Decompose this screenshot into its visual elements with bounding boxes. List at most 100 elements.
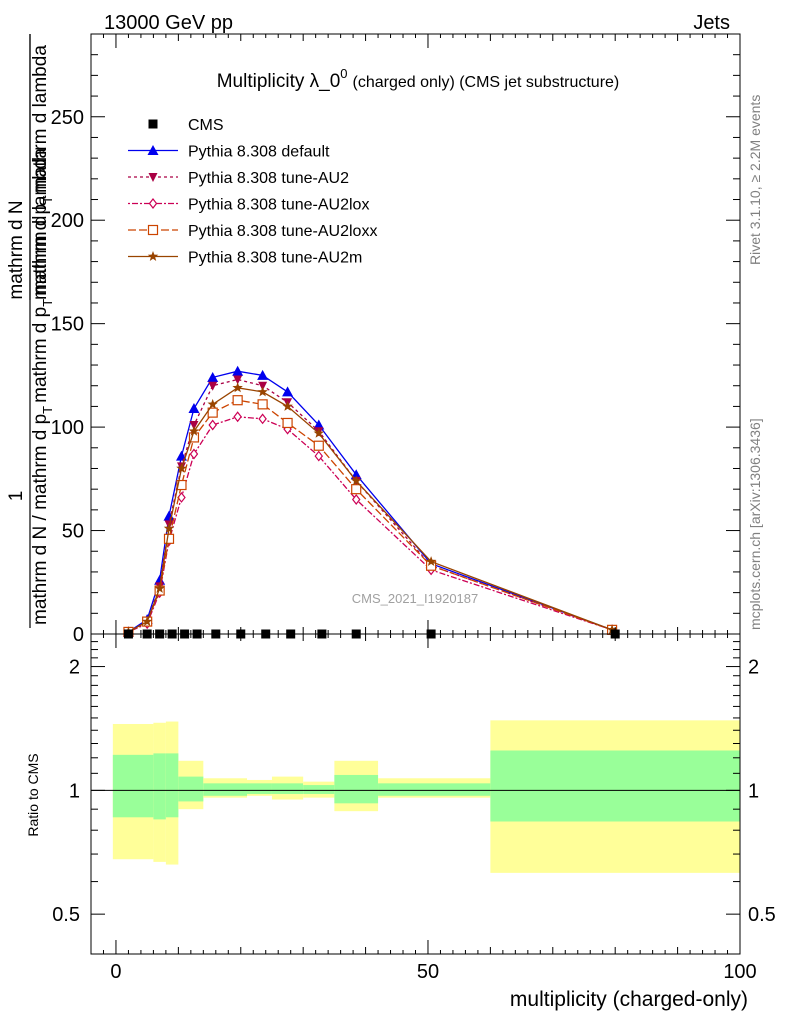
ratio-band-inner: [112, 754, 154, 818]
main-y-tick-label: 150: [51, 314, 84, 336]
series-point-pythia-8-308-default: [282, 386, 294, 397]
main-y-label: 1 mathrm d N / mathrm d pTmathrm d pTmat…: [6, 34, 55, 628]
main-y-tick-label: 50: [62, 521, 84, 543]
series-point-pythia-8-308-tune-au2loxx: [313, 440, 324, 451]
legend-marker-pythia-8-308-default: [147, 145, 159, 155]
series-line-pythia-8-308-tune-au2m: [128, 387, 613, 633]
watermark: CMS_2021_I1920187: [352, 591, 479, 606]
series-point-pythia-8-308-tune-au2lox: [258, 413, 267, 425]
y-label-den-c: mathrm d lambda: [30, 148, 51, 296]
ratio-band-inner: [247, 783, 272, 794]
ratio-band-inner: [271, 783, 304, 794]
series-point-pythia-8-308-default: [313, 419, 325, 430]
series-point-pythia-8-308-tune-au2m: [188, 425, 200, 436]
main-x-ticks: [102, 34, 741, 634]
series-point-pythia-8-308-tune-au2loxx: [207, 407, 218, 418]
series-point-pythia-8-308-tune-au2m: [313, 427, 324, 438]
series-point-pythia-8-308-tune-au2m: [232, 382, 243, 393]
main-plot-data: [122, 365, 620, 639]
series-point-pythia-8-308-default: [188, 402, 200, 413]
legend-marker-pythia-8-308-tune-au2lox: [148, 198, 158, 209]
series-point-pythia-8-308-tune-au2loxx: [282, 417, 293, 429]
y-label-denominator: mathrm d N / mathrm d pTmathrm d pTmathr…: [30, 148, 55, 625]
series-point-pythia-8-308-tune-au2m: [141, 616, 153, 627]
y-label-numerator: 1: [6, 491, 27, 502]
series-point-pythia-8-308-tune-au2m: [163, 522, 175, 533]
side-label-upper: Rivet 3.1.10, ≥ 2.2M events: [747, 95, 763, 265]
ratio-band-inner: [303, 785, 335, 794]
series-line-pythia-8-308-tune-au2lox: [128, 416, 613, 633]
ratio-bands: [112, 720, 740, 873]
series-point-pythia-8-308-tune-au2m: [606, 624, 618, 635]
series-line-pythia-8-308-default: [128, 370, 613, 633]
y-label-den2: mathrm d p: [30, 204, 51, 300]
series-point-pythia-8-308-tune-au2loxx: [351, 484, 362, 495]
series-line-pythia-8-308-tune-au2loxx: [128, 399, 613, 633]
main-y-ticks: 0 50 100 150 200 250: [51, 54, 740, 646]
plot-title: Multiplicity λ_00 (charged only) (CMS jet…: [217, 66, 620, 92]
main-y-tick-label: 200: [51, 210, 84, 232]
y-label-den-sub2: T: [40, 299, 55, 307]
series-point-pythia-8-308-default: [175, 450, 187, 461]
series-point-pythia-8-308-tune-au2m: [257, 386, 268, 397]
ratio-y-tick-label: 0.5: [52, 904, 80, 926]
legend-marker-pythia-8-308-tune-au2m: [147, 251, 159, 261]
series-point-pythia-8-308-tune-au2m: [350, 475, 362, 486]
plot-title-main: Multiplicity λ_0: [217, 71, 341, 92]
y-label-den2-sub: T: [40, 196, 55, 204]
series-point-pythia-8-308-default: [154, 574, 166, 585]
series-point-pythia-8-308-tune-au2m: [207, 398, 218, 409]
header-right: Jets: [693, 12, 730, 34]
ratio-x-tick-label: 100: [723, 961, 756, 983]
series-point-pythia-8-308-default: [232, 365, 244, 376]
side-label-lower: mcplots.cern.ch [arXiv:1306.3436]: [747, 418, 763, 630]
series-point-pythia-8-308-tune-au2m: [282, 400, 293, 411]
series-point-pythia-8-308-tune-au2: [258, 381, 268, 391]
series-point-pythia-8-308-tune-au2loxx: [176, 479, 187, 491]
y-label-den2-b: mathrm d lambda: [30, 45, 51, 193]
legend-label-pythia-8-308-tune-au2loxx: Pythia 8.308 tune-AU2loxx: [188, 223, 377, 240]
series-point-pythia-8-308-tune-au2: [189, 421, 199, 431]
plot-title-sup: 0: [340, 66, 347, 81]
ratio-band-inner: [203, 783, 248, 796]
series-point-pythia-8-308-tune-au2loxx: [257, 399, 268, 410]
y-label-inner-denominator: mathrm d pTmathrm d lambda: [30, 45, 55, 300]
y-label-num3: N: [6, 200, 27, 214]
legend: CMS Pythia 8.308 default Pythia 8.308 tune…: [128, 117, 377, 267]
series-point-pythia-8-308-tune-au2lox: [351, 494, 361, 505]
x-axis-label: multiplicity (charged-only): [510, 988, 748, 1011]
legend-label-cms: CMS: [188, 117, 224, 134]
header-left: 13000 GeV pp: [104, 12, 233, 34]
main-y-tick-label: 0: [73, 624, 84, 646]
legend-label-pythia-8-308-tune-au2: Pythia 8.308 tune-AU2: [188, 170, 349, 187]
legend-marker-cms: [148, 119, 158, 129]
ratio-y-tick-label-right: 2: [748, 657, 759, 679]
series-point-pythia-8-308-default: [257, 369, 269, 380]
legend-marker-pythia-8-308-tune-au2loxx: [147, 224, 159, 236]
ratio-x-tick-label: 50: [417, 961, 439, 983]
series-point-pythia-8-308-tune-au2lox: [314, 450, 324, 462]
ratio-y-tick-label: 1: [69, 780, 80, 802]
legend-label-pythia-8-308-tune-au2m: Pythia 8.308 tune-AU2m: [188, 250, 362, 267]
series-point-pythia-8-308-tune-au2: [233, 375, 243, 385]
series-point-pythia-8-308-tune-au2lox: [177, 491, 186, 503]
ratio-x-ticks: 0 50 100: [102, 634, 757, 983]
ratio-band-inner: [153, 753, 166, 820]
series-point-pythia-8-308-tune-au2lox: [208, 419, 217, 431]
ratio-band-inner: [378, 783, 491, 796]
ratio-band-inner: [178, 776, 204, 802]
ratio-plot: 0.5 0.5 1 1 2 2 0 50 100 Ratio to CMS multiplic…: [25, 633, 776, 1011]
ratio-y-tick-label-right: 0.5: [748, 904, 776, 926]
y-label-den-a: mathrm d N / mathrm d p: [30, 414, 51, 625]
y-label-den-b: mathrm d p: [30, 307, 51, 403]
legend-label-pythia-8-308-default: Pythia 8.308 default: [188, 144, 330, 161]
series-point-pythia-8-308-tune-au2m: [176, 462, 187, 473]
legend-marker-pythia-8-308-tune-au2: [148, 173, 158, 182]
series-point-pythia-8-308-tune-au2loxx: [163, 533, 175, 544]
series-point-pythia-8-308-tune-au2lox: [189, 448, 199, 460]
ratio-y-label: Ratio to CMS: [25, 753, 41, 836]
ratio-y-tick-label-right: 1: [748, 780, 759, 802]
plot-title-small: (charged only) (CMS jet substructure): [353, 74, 620, 91]
